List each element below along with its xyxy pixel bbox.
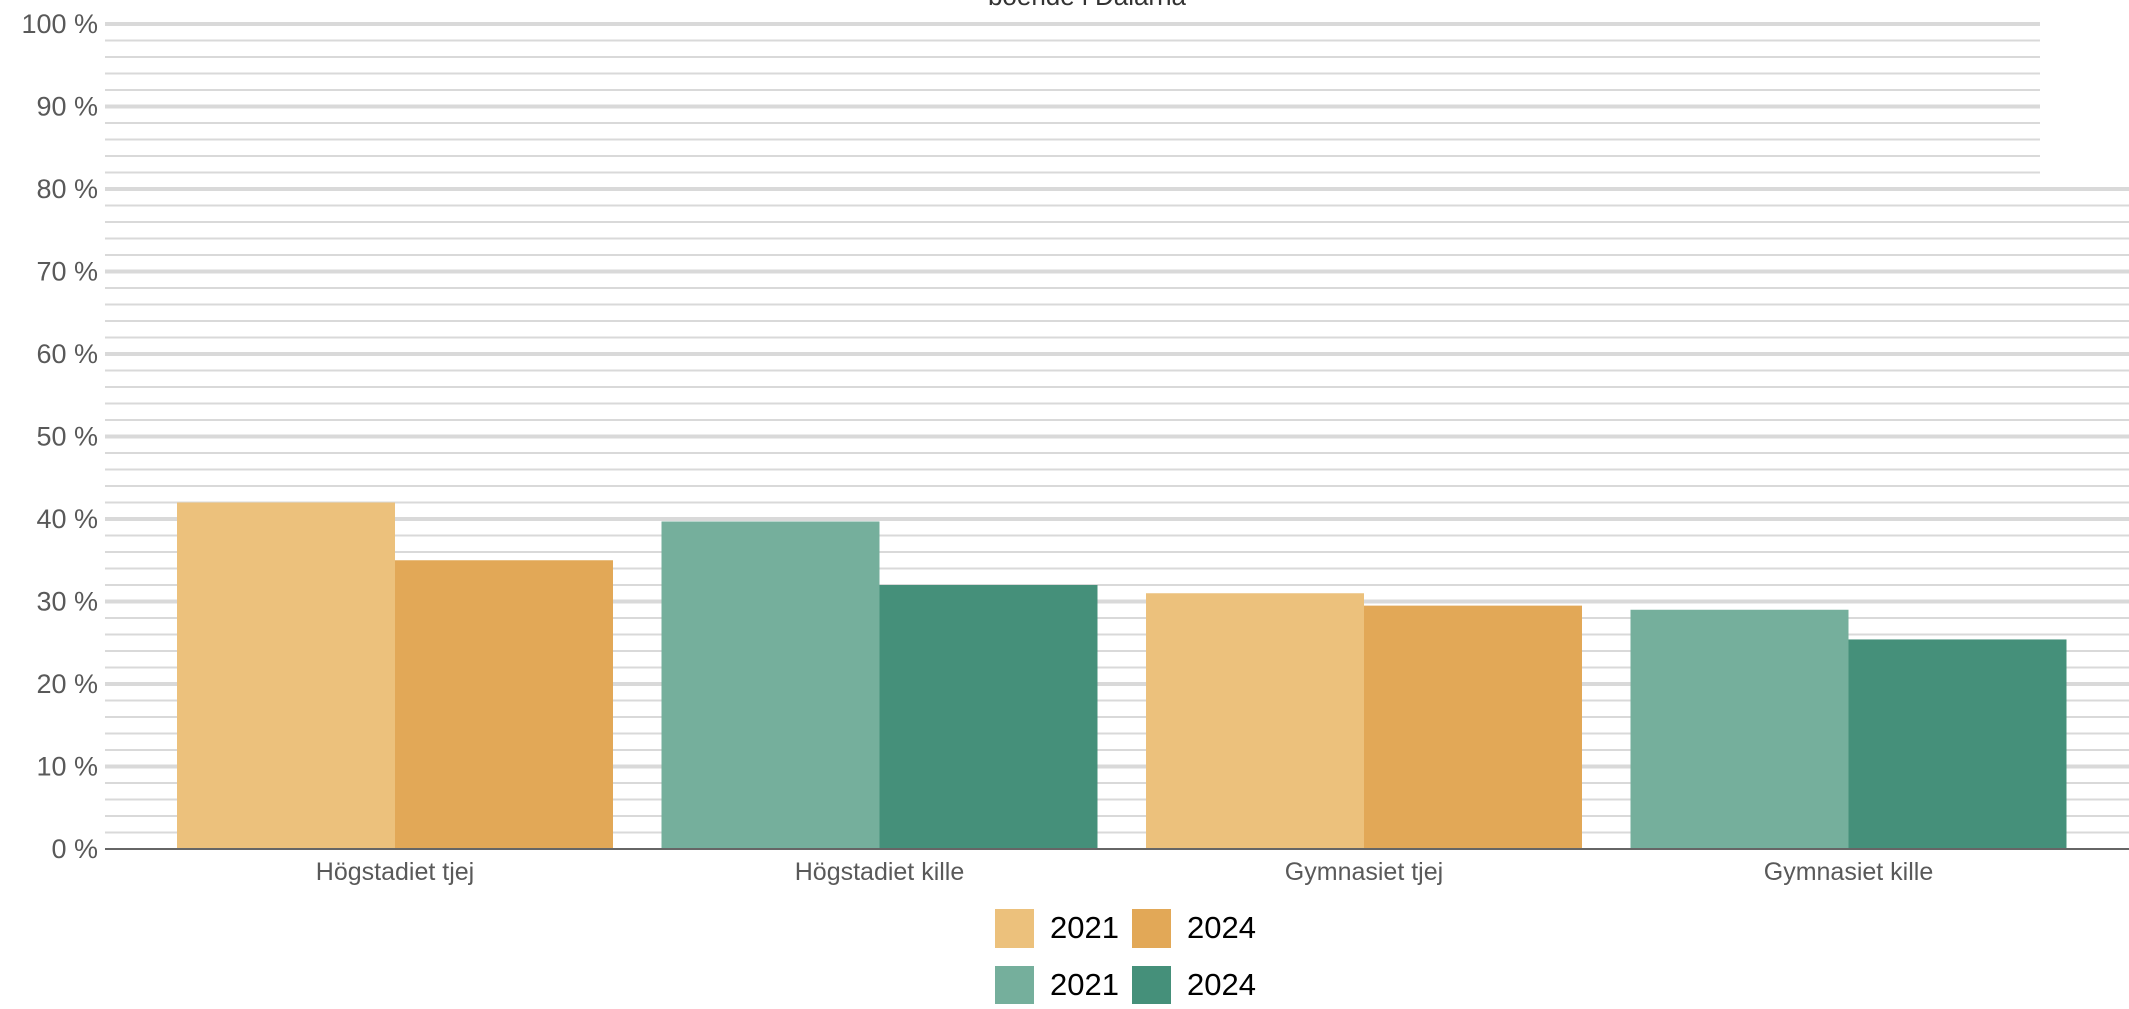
bar (1630, 609, 1849, 849)
bars (177, 502, 2067, 849)
y-tick-label: 100 % (21, 9, 98, 39)
legend-label: 2021 (1050, 910, 1119, 945)
legend-swatch (995, 966, 1034, 1005)
legend-label: 2024 (1187, 967, 1256, 1002)
bar (395, 560, 613, 849)
bar (1848, 639, 2067, 849)
bar (177, 502, 395, 849)
bar (1364, 605, 1582, 849)
legend-swatch (1132, 909, 1171, 948)
legend: 2021 2024 2021 2024 (995, 909, 1256, 1005)
legend-swatch (1132, 966, 1171, 1005)
y-tick-label: 30 % (36, 587, 98, 617)
bar (661, 521, 880, 849)
y-tick-label: 50 % (36, 422, 98, 452)
y-tick-label: 70 % (36, 257, 98, 287)
chart-title: boende i Dalarna (988, 0, 1187, 11)
y-axis-ticks: 0 % 10 % 20 % 30 % 40 % 50 % 60 % 70 % 80 % 90 % 1… (21, 9, 98, 864)
bar (879, 585, 1098, 849)
y-tick-label: 60 % (36, 339, 98, 369)
y-tick-label: 20 % (36, 669, 98, 699)
x-tick-label: Gymnasiet tjej (1285, 858, 1443, 886)
y-tick-label: 0 % (51, 834, 98, 864)
legend-label: 2021 (1050, 967, 1119, 1002)
y-tick-label: 40 % (36, 504, 98, 534)
x-tick-label: Högstadiet kille (795, 858, 965, 886)
bar (1146, 593, 1364, 849)
y-tick-label: 80 % (36, 174, 98, 204)
y-tick-label: 90 % (36, 92, 98, 122)
y-tick-label: 10 % (36, 752, 98, 782)
legend-label: 2024 (1187, 910, 1256, 945)
x-axis-ticks: Högstadiet tjej Högstadiet kille Gymnasiet… (316, 858, 1933, 886)
legend-swatch (995, 909, 1034, 948)
x-tick-label: Gymnasiet kille (1764, 858, 1934, 886)
x-tick-label: Högstadiet tjej (316, 858, 474, 886)
